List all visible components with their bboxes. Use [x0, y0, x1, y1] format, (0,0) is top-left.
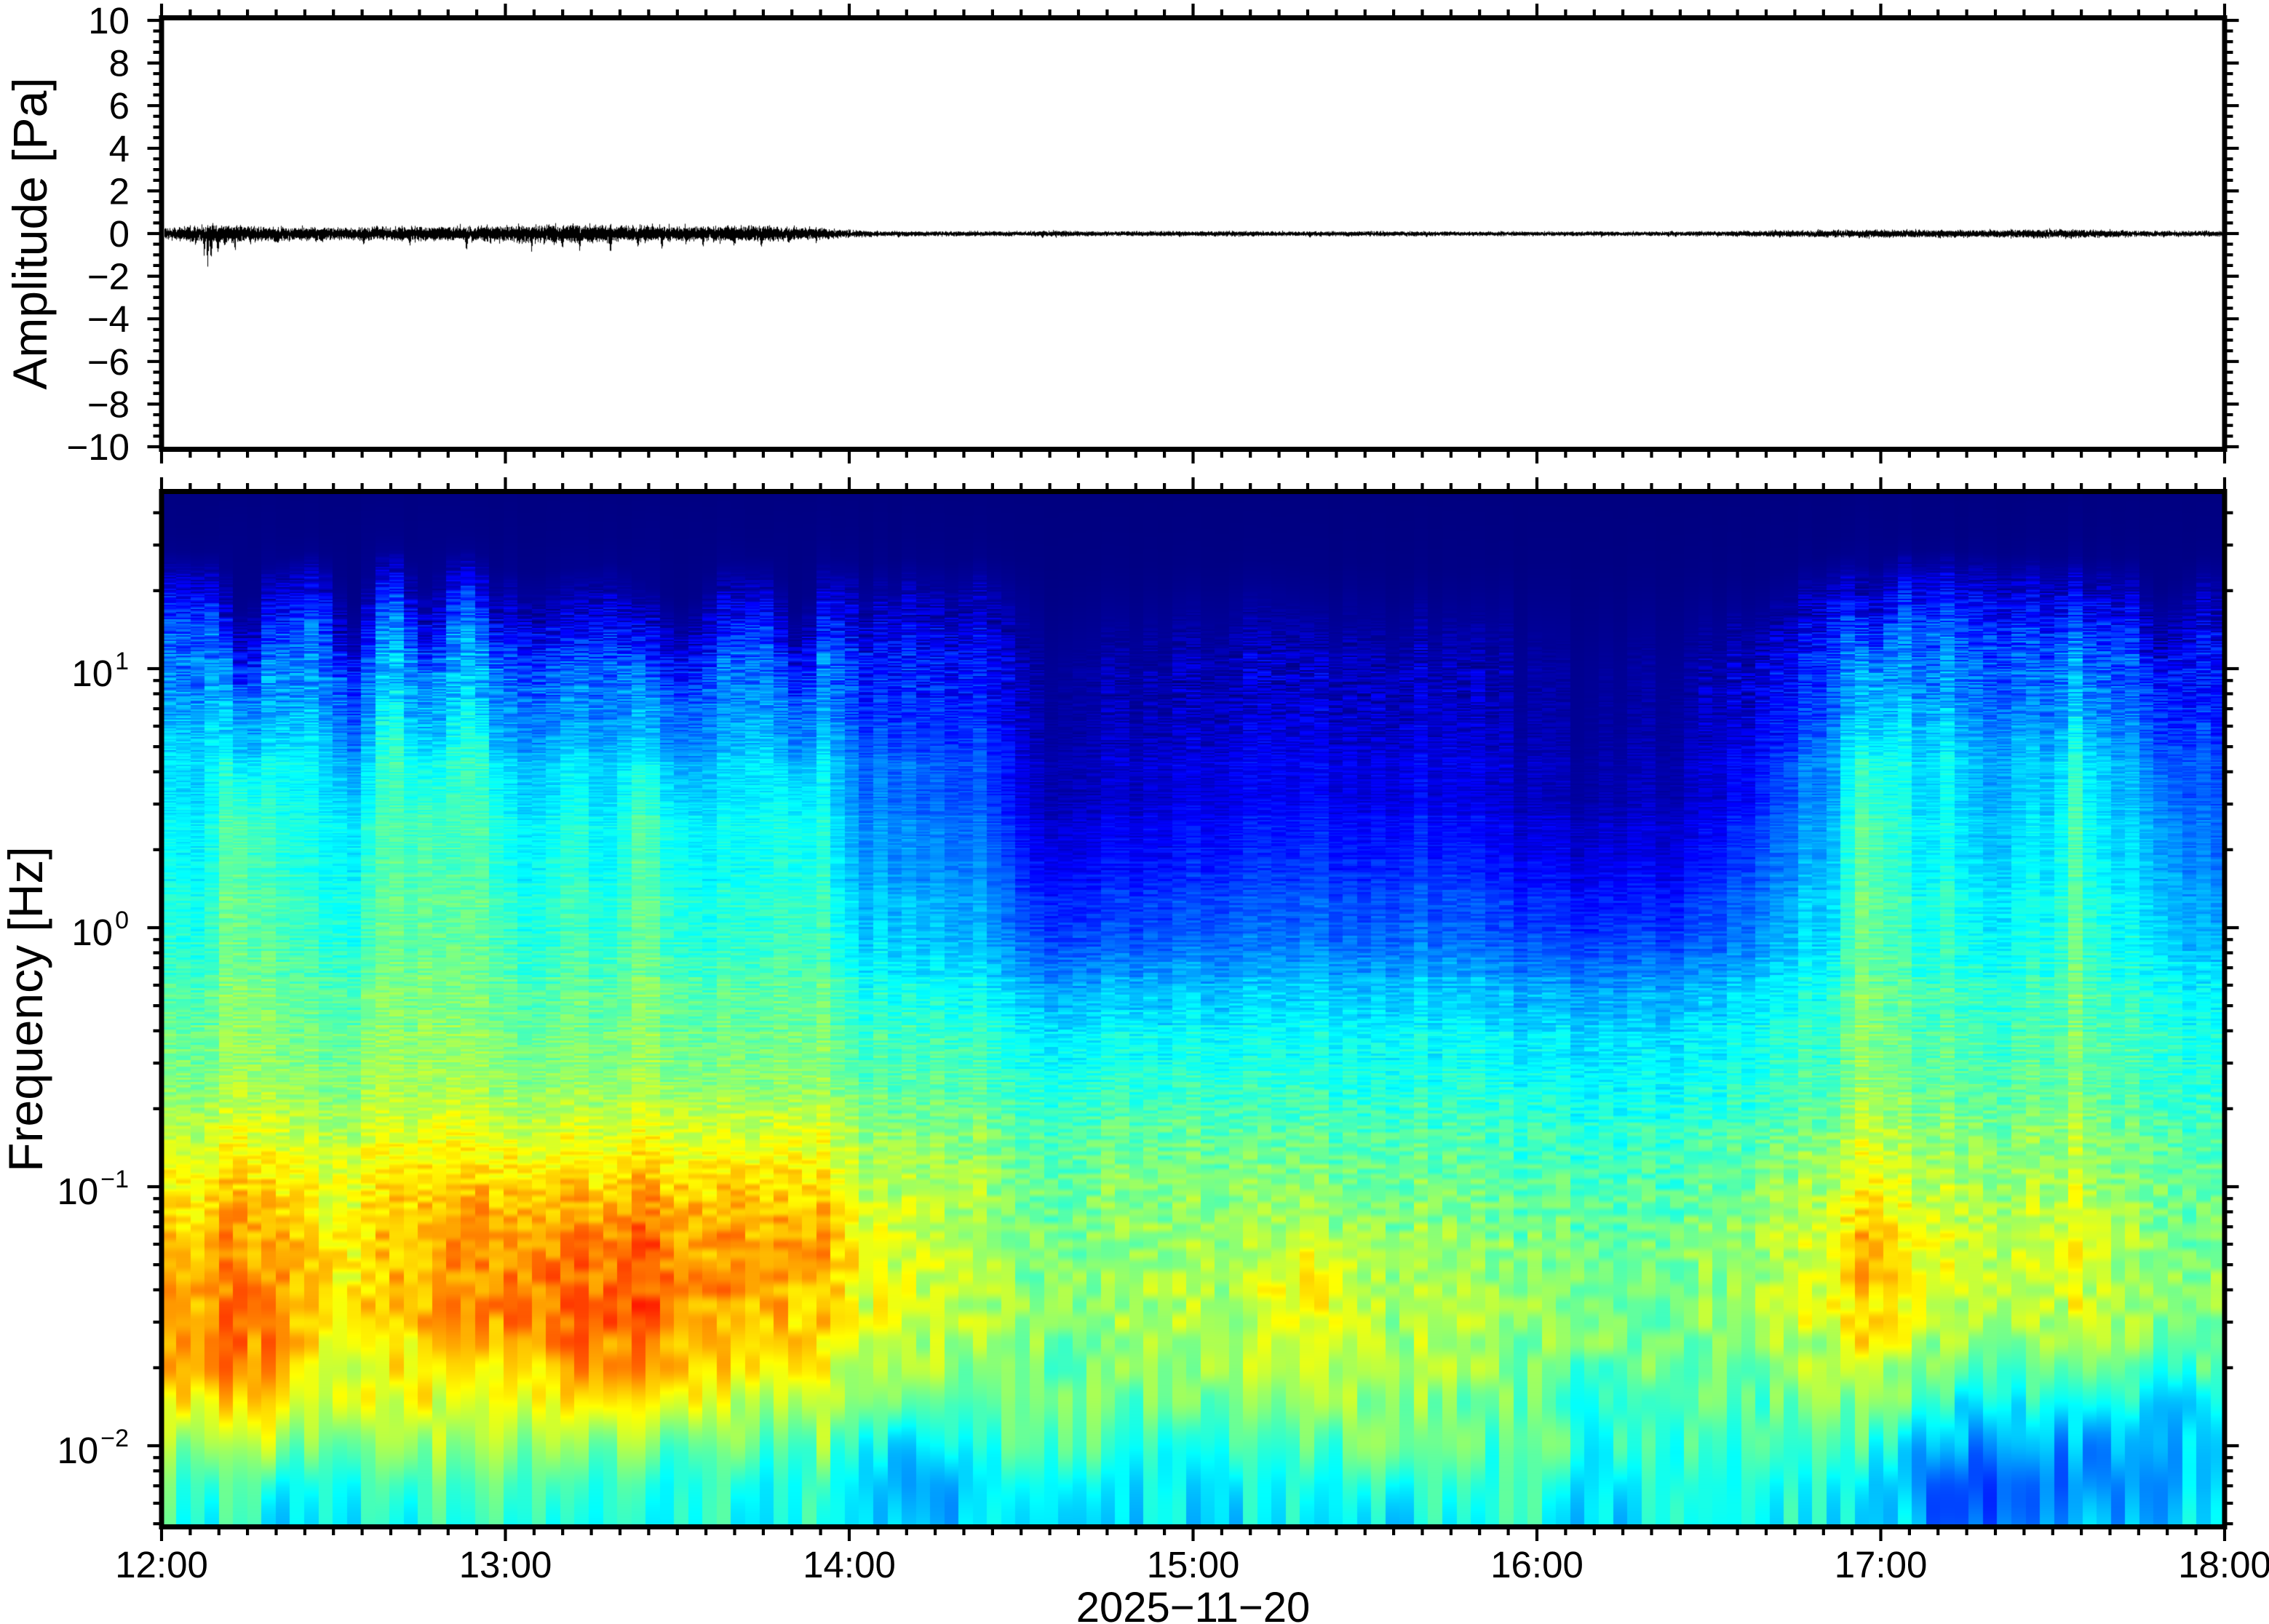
svg-text:17:00: 17:00: [1835, 1544, 1928, 1585]
svg-text:10: 10: [57, 1430, 98, 1471]
svg-text:10: 10: [71, 653, 113, 694]
svg-text:15:00: 15:00: [1147, 1544, 1240, 1585]
svg-text:−1: −1: [100, 1166, 129, 1193]
svg-text:Frequency [Hz]: Frequency [Hz]: [0, 846, 52, 1172]
svg-text:Amplitude [Pa]: Amplitude [Pa]: [3, 77, 57, 389]
svg-text:−6: −6: [87, 341, 130, 383]
svg-text:10: 10: [88, 0, 130, 41]
svg-text:−2: −2: [87, 256, 130, 298]
svg-text:10: 10: [71, 912, 113, 953]
svg-text:0: 0: [115, 907, 129, 934]
svg-text:2025−11−20: 2025−11−20: [1076, 1584, 1311, 1624]
svg-text:4: 4: [109, 128, 130, 170]
svg-text:12:00: 12:00: [115, 1544, 208, 1585]
svg-text:6: 6: [109, 85, 130, 127]
svg-text:18:00: 18:00: [2178, 1544, 2269, 1585]
svg-text:−8: −8: [87, 383, 130, 425]
svg-text:2: 2: [109, 170, 130, 212]
svg-text:−10: −10: [66, 426, 130, 468]
svg-text:1: 1: [115, 648, 129, 675]
svg-text:10: 10: [57, 1171, 98, 1212]
svg-text:16:00: 16:00: [1490, 1544, 1583, 1585]
svg-text:13:00: 13:00: [459, 1544, 552, 1585]
svg-text:−2: −2: [100, 1425, 129, 1452]
svg-text:−4: −4: [87, 298, 130, 340]
svg-text:14:00: 14:00: [803, 1544, 896, 1585]
svg-text:8: 8: [109, 43, 130, 84]
svg-text:0: 0: [109, 213, 130, 255]
